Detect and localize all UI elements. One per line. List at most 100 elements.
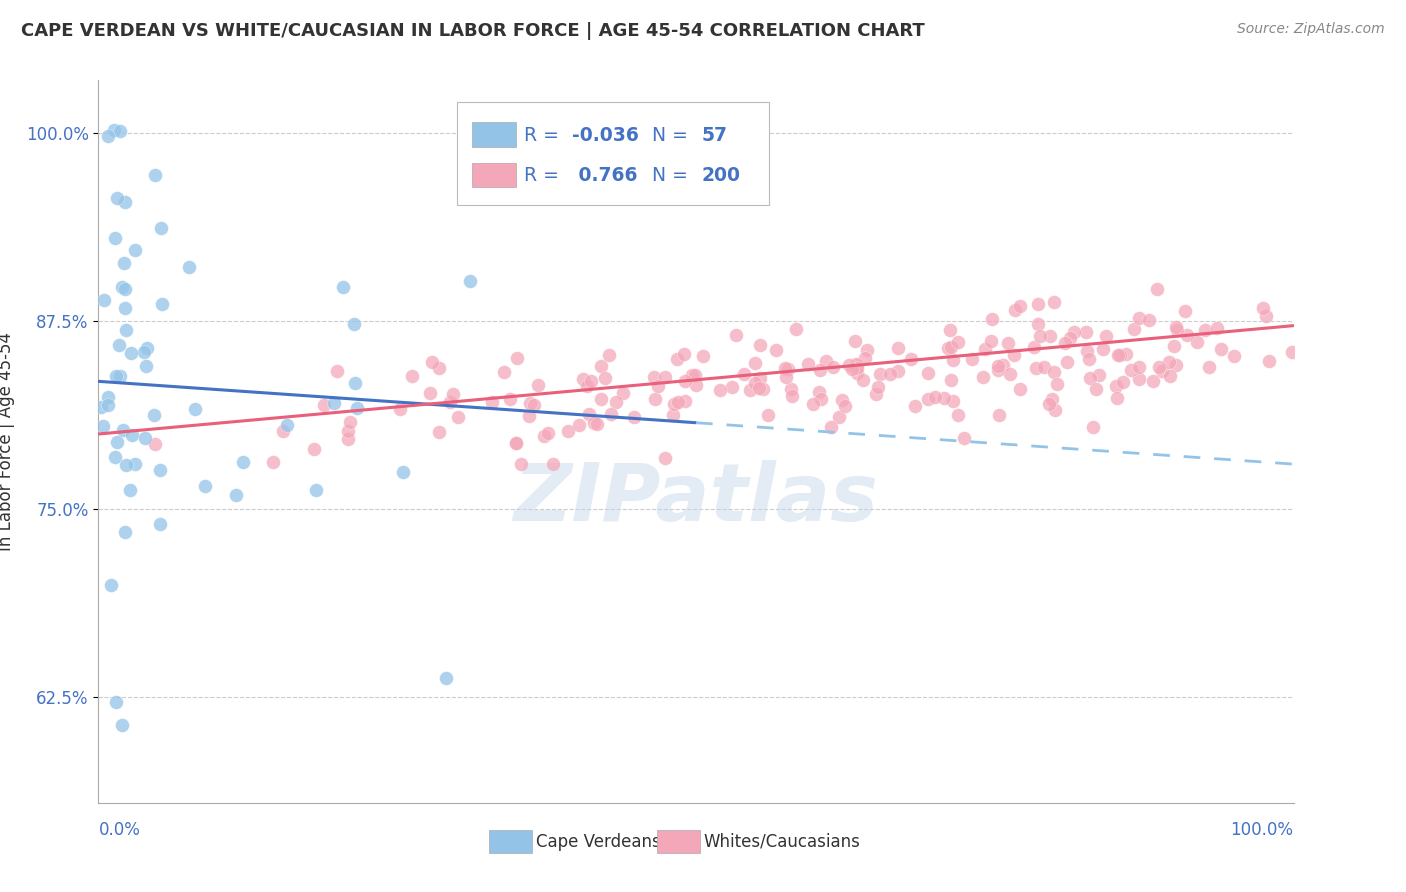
Point (831, 392, 853, 407)
Point (1039, 328, 1062, 343)
Point (1074, 325, 1097, 339)
Y-axis label: In Labor Force | Age 45-54: In Labor Force | Age 45-54 (0, 332, 14, 551)
Point (111, 717, 134, 731)
Text: Whites/Caucasians: Whites/Caucasians (703, 833, 860, 851)
Point (932, 392, 955, 406)
Point (866, 379, 889, 393)
Point (541, 457, 564, 471)
Point (1159, 369, 1181, 384)
Point (785, 322, 807, 336)
Point (517, 409, 540, 424)
Point (1043, 365, 1066, 379)
Point (593, 371, 616, 385)
Point (924, 390, 946, 404)
Point (725, 327, 748, 342)
Point (946, 409, 969, 423)
Point (841, 362, 863, 376)
Point (1166, 322, 1188, 336)
Point (135, 341, 157, 355)
Point (505, 436, 527, 450)
Point (420, 355, 443, 369)
Point (326, 364, 349, 378)
Point (427, 361, 450, 376)
Point (980, 334, 1002, 348)
Point (312, 398, 335, 412)
Point (748, 381, 770, 395)
Point (112, 256, 135, 270)
Point (733, 367, 755, 381)
Point (1026, 317, 1049, 331)
Point (142, 409, 165, 423)
Point (941, 340, 963, 354)
Point (105, 369, 128, 384)
Point (194, 479, 217, 493)
Point (591, 392, 613, 406)
Point (439, 395, 461, 409)
Point (856, 343, 879, 358)
Point (1078, 351, 1101, 366)
Point (1085, 382, 1108, 396)
Point (509, 457, 531, 471)
Point (107, 337, 129, 351)
Point (1175, 328, 1198, 343)
Point (145, 168, 167, 182)
Point (1033, 359, 1056, 374)
Point (845, 359, 868, 373)
Point (323, 395, 346, 409)
Point (1222, 349, 1244, 363)
Point (1109, 348, 1132, 362)
Point (1053, 335, 1076, 350)
Point (685, 368, 707, 383)
Text: R =: R = (524, 126, 558, 145)
Point (572, 372, 595, 386)
Point (654, 370, 676, 384)
Point (1025, 361, 1047, 376)
Point (568, 417, 591, 432)
Point (1002, 348, 1025, 362)
Point (134, 431, 156, 445)
Point (917, 392, 939, 406)
FancyBboxPatch shape (472, 162, 516, 187)
Point (108, 124, 131, 138)
Point (1128, 359, 1150, 374)
Text: N =: N = (652, 126, 688, 145)
Point (1205, 320, 1227, 334)
Point (1258, 353, 1281, 368)
Point (1063, 326, 1085, 340)
Point (644, 392, 666, 407)
Point (673, 374, 696, 388)
Point (1281, 344, 1303, 359)
Point (1028, 329, 1050, 343)
Point (441, 386, 464, 401)
Point (114, 458, 136, 472)
Point (1010, 299, 1032, 313)
Point (118, 483, 141, 497)
Point (152, 296, 174, 310)
Point (953, 432, 976, 446)
Point (392, 465, 415, 479)
Point (145, 437, 167, 451)
Point (946, 334, 969, 349)
Point (519, 395, 541, 409)
Point (1043, 295, 1066, 310)
Point (135, 359, 157, 373)
Point (782, 389, 804, 403)
Point (845, 357, 868, 371)
Point (801, 397, 824, 411)
Point (108, 368, 131, 383)
Point (1121, 363, 1143, 377)
Point (1104, 378, 1126, 392)
Text: -0.036: -0.036 (572, 126, 638, 145)
Point (1059, 331, 1081, 345)
Point (132, 345, 155, 359)
Point (458, 274, 481, 288)
Point (598, 348, 620, 362)
Point (942, 352, 965, 367)
Point (575, 379, 598, 393)
Point (936, 341, 959, 355)
Point (1040, 392, 1063, 407)
Point (1004, 302, 1026, 317)
Point (797, 358, 820, 372)
Point (1107, 348, 1129, 362)
Point (1046, 377, 1069, 392)
